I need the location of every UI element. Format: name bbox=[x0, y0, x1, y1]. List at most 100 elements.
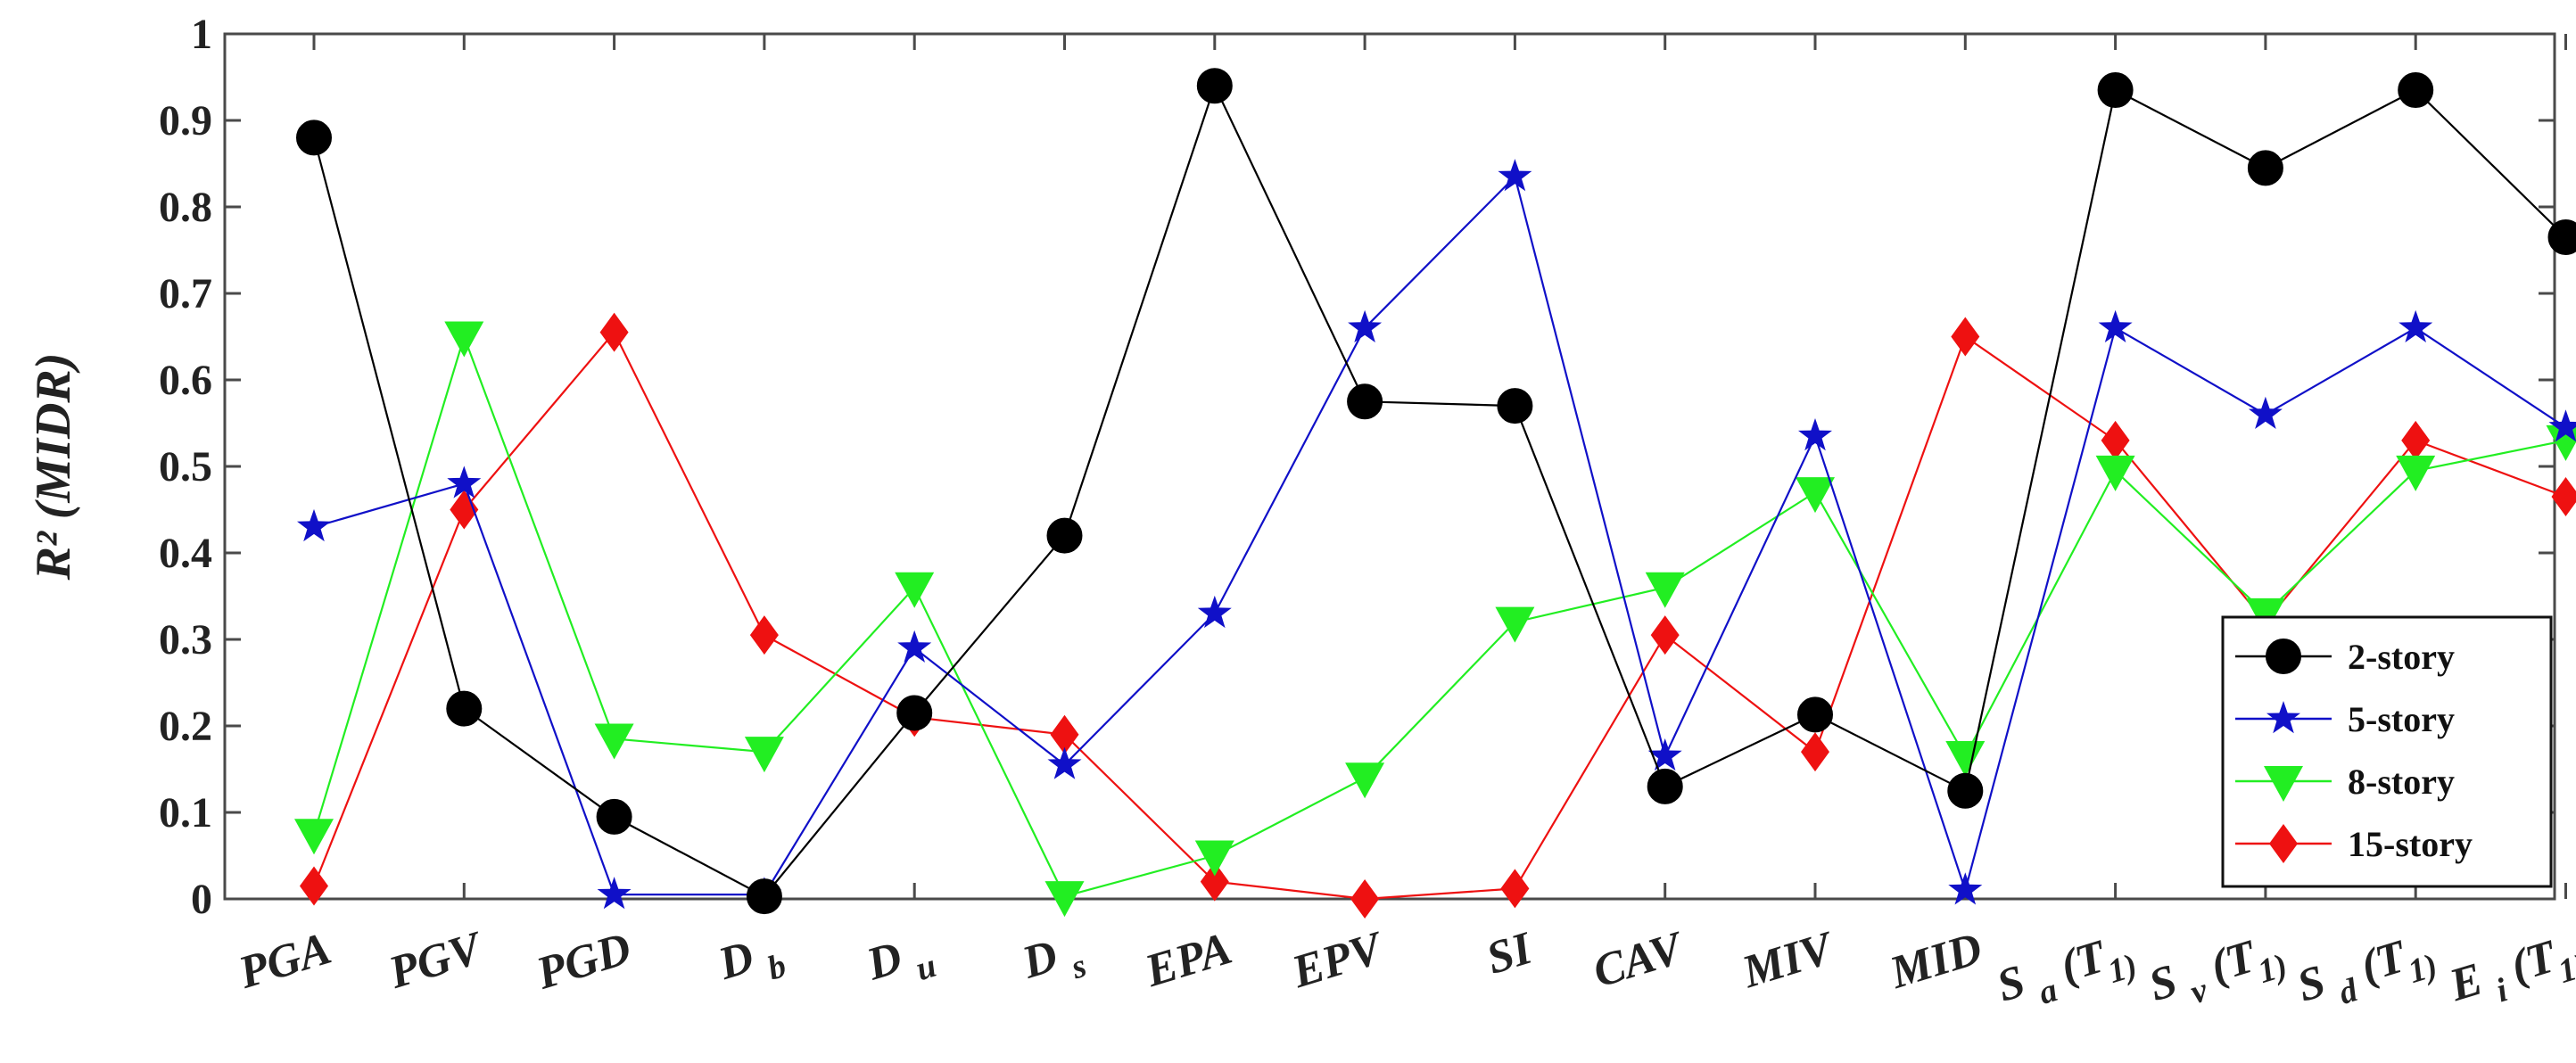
data-point-2-story bbox=[1947, 772, 1984, 809]
data-point-2-story bbox=[296, 119, 332, 156]
series-5-story bbox=[297, 159, 2576, 910]
data-point-15-story bbox=[2101, 420, 2130, 460]
data-point-2-story bbox=[2547, 218, 2576, 255]
plot-area bbox=[223, 32, 2556, 901]
data-point-15-story bbox=[450, 490, 479, 530]
data-point-15-story bbox=[1050, 714, 1079, 754]
x-tick-label: EPA bbox=[1139, 923, 1238, 997]
y-tick-label: 0.4 bbox=[159, 530, 212, 577]
data-point-2-story bbox=[1196, 68, 1233, 104]
legend-item: 8-story bbox=[2235, 762, 2455, 802]
data-point-15-story bbox=[1350, 879, 1380, 919]
data-point-5-story bbox=[1047, 746, 1082, 779]
data-point-5-story bbox=[897, 630, 932, 663]
y-tick-label: 0.8 bbox=[159, 184, 212, 231]
data-point-5-story bbox=[1647, 738, 1682, 771]
data-point-5-story bbox=[2098, 309, 2133, 342]
legend-item: 2-story bbox=[2235, 637, 2455, 677]
data-point-5-story bbox=[1798, 418, 1832, 451]
y-tick-label: 0.5 bbox=[159, 443, 212, 490]
y-tick-label: 0.1 bbox=[159, 789, 212, 836]
y-axis: 0 0.1 0.2 0.3 0.4 0.5 0.6 0.7 0.8 0.9 1 bbox=[159, 11, 2555, 923]
y-tick-label: 0.6 bbox=[159, 357, 212, 404]
y-axis-label: R² (MIDR) bbox=[26, 353, 81, 581]
x-tick-label: MIV bbox=[1736, 922, 1841, 999]
data-point-5-story bbox=[297, 508, 331, 542]
data-point-8-story bbox=[744, 737, 784, 773]
series-layer bbox=[294, 68, 2576, 919]
x-tick-label: S a (T1) bbox=[1992, 923, 2142, 1023]
data-point-15-story bbox=[1200, 861, 1229, 902]
y-tick-label: 0.9 bbox=[159, 97, 212, 144]
data-point-5-story bbox=[447, 466, 482, 499]
y-tick-label: 1 bbox=[191, 11, 212, 58]
data-point-2-story bbox=[2398, 72, 2434, 109]
data-point-2-story bbox=[2247, 150, 2283, 186]
series-line-5-story bbox=[313, 174, 2567, 896]
data-point-15-story bbox=[1500, 869, 1530, 909]
y-tick-label: 0.2 bbox=[159, 703, 212, 750]
data-point-5-story bbox=[597, 877, 632, 910]
data-point-5-story bbox=[1498, 159, 1532, 192]
data-point-2-story bbox=[1347, 383, 1383, 420]
x-tick-label: PGV bbox=[383, 922, 491, 999]
data-point-8-story bbox=[1495, 606, 1535, 643]
x-tick-label: PGA bbox=[232, 923, 336, 999]
data-point-15-story bbox=[1801, 732, 1829, 772]
data-point-8-story bbox=[1945, 740, 1986, 777]
data-point-8-story bbox=[594, 723, 634, 760]
data-point-2-story bbox=[1647, 768, 1683, 804]
data-point-5-story bbox=[1197, 595, 1232, 629]
data-point-8-story bbox=[1645, 572, 1685, 608]
legend-label: 15-story bbox=[2348, 824, 2473, 864]
x-tick-label: E i (T1) bbox=[2443, 923, 2576, 1023]
legend-label: 2-story bbox=[2348, 637, 2455, 677]
legend-item: 15-story bbox=[2235, 824, 2473, 864]
data-point-8-story bbox=[2095, 455, 2135, 491]
data-point-15-story bbox=[749, 615, 779, 655]
data-point-15-story bbox=[2551, 476, 2576, 516]
x-tick-label: D s bbox=[1016, 923, 1091, 1000]
x-tick-label: SI bbox=[1481, 922, 1539, 984]
data-point-8-story bbox=[2396, 455, 2436, 491]
data-point-2-story bbox=[746, 878, 782, 915]
data-point-2-story bbox=[1497, 388, 1533, 424]
y-tick-label: 0.3 bbox=[159, 616, 212, 663]
legend-label: 8-story bbox=[2348, 762, 2455, 802]
x-tick-label: D b bbox=[712, 923, 790, 1001]
legend-label: 5-story bbox=[2348, 699, 2455, 739]
x-tick-label: S d (T1) bbox=[2291, 923, 2441, 1023]
legend-marker bbox=[2269, 824, 2298, 863]
data-point-5-story bbox=[2398, 309, 2433, 342]
series-line-2-story bbox=[312, 83, 2567, 898]
data-point-2-story bbox=[446, 690, 483, 727]
legend: 2-story 5-story 8-story 15-story bbox=[2221, 615, 2553, 888]
series-line-8-story bbox=[312, 334, 2566, 898]
data-point-2-story bbox=[1797, 696, 1833, 733]
series-8-story bbox=[294, 321, 2576, 918]
legend-marker bbox=[2266, 701, 2300, 734]
data-point-2-story bbox=[2097, 72, 2134, 109]
legend-marker bbox=[2264, 766, 2303, 802]
data-point-5-story bbox=[1348, 309, 1383, 342]
data-point-8-story bbox=[444, 321, 484, 358]
y-tick-label: 0 bbox=[191, 876, 212, 923]
data-point-8-story bbox=[895, 572, 935, 608]
data-point-15-story bbox=[1650, 615, 1680, 655]
data-point-2-story bbox=[596, 798, 632, 835]
data-point-15-story bbox=[300, 866, 328, 906]
data-point-8-story bbox=[1345, 762, 1385, 799]
data-point-2-story bbox=[896, 695, 933, 731]
x-tick-label: S v (T1) bbox=[2143, 923, 2291, 1023]
data-point-8-story bbox=[1796, 477, 1835, 514]
data-point-5-story bbox=[1948, 872, 1983, 905]
x-tick-label: MID bbox=[1884, 923, 1988, 999]
data-point-2-story bbox=[1046, 517, 1083, 554]
data-point-8-story bbox=[294, 819, 334, 855]
legend-item: 5-story bbox=[2235, 699, 2455, 739]
x-tick-label: PGD bbox=[530, 923, 637, 1000]
x-tick-label: CAV bbox=[1588, 922, 1692, 998]
series-line-15-story bbox=[312, 330, 2566, 901]
data-point-15-story bbox=[1951, 317, 1980, 357]
